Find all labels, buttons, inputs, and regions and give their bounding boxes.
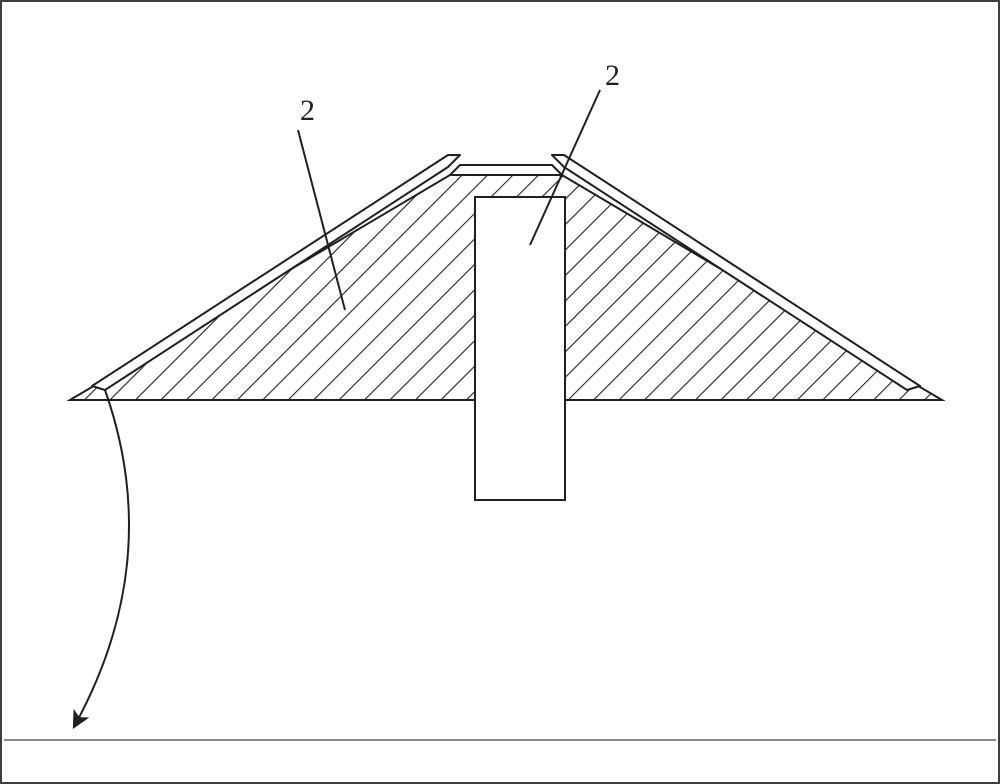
- callout-label: 2: [300, 94, 315, 127]
- swing-arrow: [75, 390, 129, 725]
- callout-label: 2: [605, 59, 620, 92]
- diagram-canvas: 22: [0, 0, 1000, 784]
- apex-notch: [450, 165, 562, 175]
- central-shaft: [475, 197, 565, 500]
